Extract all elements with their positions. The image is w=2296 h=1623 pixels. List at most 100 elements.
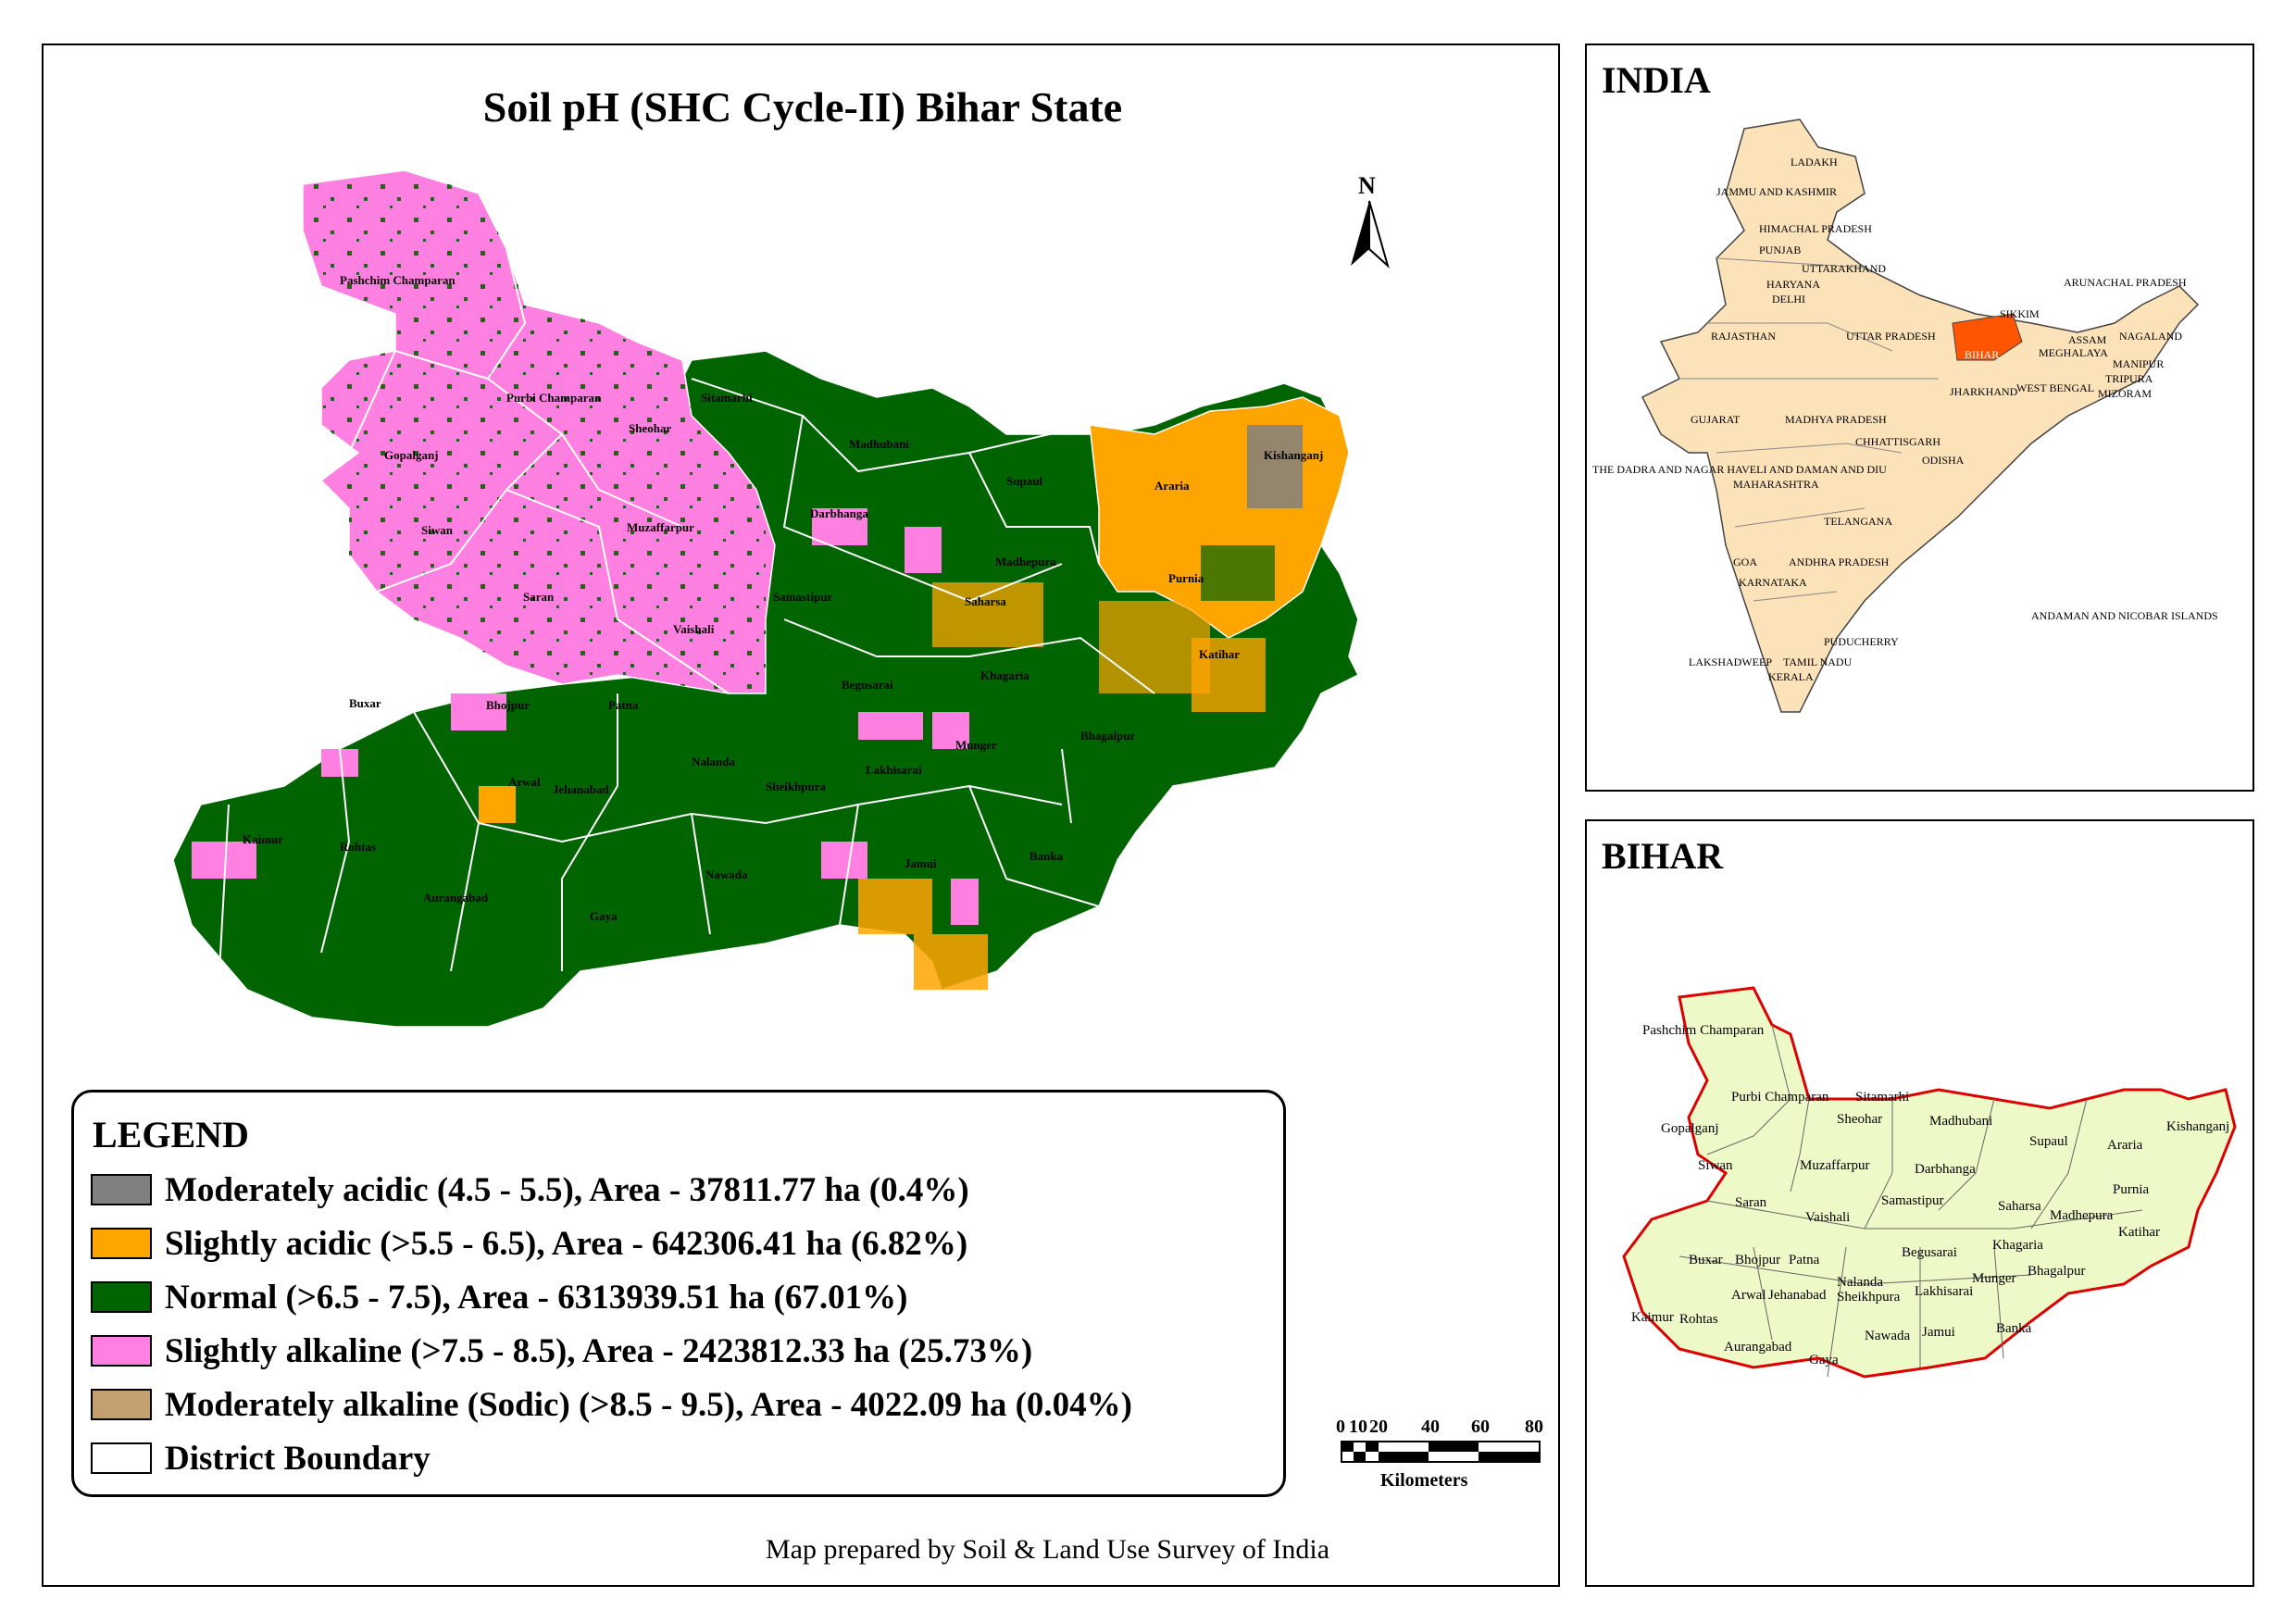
legend-swatch bbox=[91, 1281, 152, 1313]
state-label: LAKSHADWEEP bbox=[1689, 655, 1772, 668]
district-label: Nawada bbox=[1865, 1329, 1910, 1343]
district-label: Sheikhpura bbox=[766, 780, 827, 793]
legend-item: Normal (>6.5 - 7.5), Area - 6313939.51 h… bbox=[91, 1274, 907, 1320]
district-label: Bhagalpur bbox=[2028, 1264, 2085, 1279]
map-title: Soil pH (SHC Cycle-II) Bihar State bbox=[482, 83, 1123, 131]
district-label: Lakhisarai bbox=[866, 763, 922, 777]
scale-tick: 60 bbox=[1471, 1417, 1490, 1437]
district-label: Purbi Champaran bbox=[506, 391, 602, 405]
state-label: TAMIL NADU bbox=[1783, 655, 1853, 668]
bihar-highlight bbox=[1952, 313, 2023, 361]
district-label: Jehanabad bbox=[553, 782, 609, 796]
district-label: Pashchim Champaran bbox=[340, 273, 455, 287]
legend-item: Moderately alkaline (Sodic) (>8.5 - 9.5)… bbox=[91, 1381, 1132, 1428]
district-label: Nalanda bbox=[692, 755, 735, 768]
district-label: Sitamarhi bbox=[1855, 1090, 1909, 1105]
district-label: Samastipur bbox=[773, 590, 833, 604]
india-outline bbox=[1641, 119, 2200, 713]
district-label: Sheikhpura bbox=[1837, 1290, 1901, 1305]
state-label: UTTAR PRADESH bbox=[1846, 330, 1936, 343]
main-map-frame: Soil pH (SHC Cycle-II) Bihar State bbox=[42, 44, 1560, 1587]
district-label: Gopalganj bbox=[384, 448, 439, 462]
district-label: Katihar bbox=[2118, 1225, 2160, 1240]
state-label: MANIPUR bbox=[2113, 357, 2164, 370]
district-label: Supaul bbox=[1006, 474, 1042, 488]
legend-item: Slightly alkaline (>7.5 - 8.5), Area - 2… bbox=[91, 1328, 1032, 1374]
district-label: Katihar bbox=[1199, 647, 1240, 661]
district-label: Banka bbox=[1029, 849, 1064, 863]
district-label: Darbhanga bbox=[810, 506, 868, 520]
district-label: Madhubani bbox=[849, 437, 909, 451]
state-label: JHARKHAND bbox=[1950, 385, 2018, 398]
district-label: Vaishali bbox=[1805, 1210, 1850, 1225]
district-label: Madhubani bbox=[1929, 1114, 1992, 1129]
district-label: Rohtas bbox=[1679, 1312, 1718, 1327]
district-label: Kaimur bbox=[1631, 1310, 1674, 1325]
district-label: Muzaffarpur bbox=[627, 520, 694, 534]
district-label: Madhepura bbox=[995, 555, 1056, 568]
state-label: KERALA bbox=[1768, 670, 1814, 683]
district-label: Lakhisarai bbox=[1915, 1284, 1973, 1299]
district-label: Gaya bbox=[590, 909, 618, 923]
alkaline-patches bbox=[192, 508, 979, 925]
state-label: HARYANA bbox=[1766, 278, 1820, 291]
district-label: Siwan bbox=[421, 523, 454, 537]
district-label: Bhojpur bbox=[1735, 1253, 1780, 1267]
state-label: KARNATAKA bbox=[1739, 576, 1807, 589]
district-label: Vaishali bbox=[673, 622, 715, 636]
legend-swatch bbox=[91, 1228, 152, 1259]
state-label: CHHATTISGARH bbox=[1855, 435, 1940, 448]
district-label: Sheohar bbox=[1837, 1112, 1882, 1127]
state-label: MEGHALAYA bbox=[2039, 346, 2108, 359]
district-label: Sheohar bbox=[629, 421, 671, 435]
district-label: Araria bbox=[1154, 479, 1190, 493]
legend-label: Moderately acidic (4.5 - 5.5), Area - 37… bbox=[165, 1170, 969, 1209]
legend-item: District Boundary bbox=[91, 1435, 430, 1481]
district-label: Purnia bbox=[1168, 571, 1204, 585]
scale-tick: 10 bbox=[1349, 1417, 1367, 1437]
district-label: Patna bbox=[1789, 1253, 1820, 1267]
district-label: Begusarai bbox=[1902, 1245, 1957, 1260]
district-label: Jehanabad bbox=[1768, 1288, 1827, 1303]
map-credit: Map prepared by Soil & Land Use Survey o… bbox=[766, 1534, 1330, 1565]
state-label: WEST BENGAL bbox=[2016, 381, 2094, 394]
district-label: Patna bbox=[608, 698, 639, 712]
state-label: GOA bbox=[1733, 556, 1757, 568]
district-label: Buxar bbox=[1689, 1253, 1723, 1267]
district-label: Kaimur bbox=[243, 832, 283, 846]
india-state-labels: LADAKH JAMMU AND KASHMIR HIMACHAL PRADES… bbox=[1592, 156, 2218, 683]
scale-unit: Kilometers bbox=[1380, 1470, 1468, 1491]
district-label: Begusarai bbox=[842, 678, 893, 692]
state-label: ARUNACHAL PRADESH bbox=[2064, 276, 2187, 289]
scale-bar: 0 10 20 40 60 80 Kilometers bbox=[1336, 1417, 1543, 1491]
district-label: Aurangabad bbox=[423, 891, 489, 905]
state-label: ANDAMAN AND NICOBAR ISLANDS bbox=[2031, 609, 2218, 622]
state-label: TELANGANA bbox=[1824, 515, 1892, 528]
district-labels: Pashchim Champaran Purbi Champaran Gopal… bbox=[243, 273, 1323, 923]
district-label: Gopalganj bbox=[1661, 1121, 1718, 1136]
district-label: Kishanganj bbox=[2166, 1119, 2229, 1134]
district-label: Gaya bbox=[1809, 1353, 1839, 1367]
bihar-inset-map: Pashchim Champaran Purbi Champaran Sitam… bbox=[1622, 986, 2237, 1379]
district-label: Jamui bbox=[1922, 1325, 1955, 1340]
scale-tick: 80 bbox=[1525, 1417, 1543, 1437]
north-arrow-label: N bbox=[1358, 172, 1376, 199]
state-label: GUJARAT bbox=[1691, 413, 1741, 426]
north-arrow: N bbox=[1351, 172, 1390, 269]
state-label: HIMACHAL PRADESH bbox=[1759, 222, 1872, 235]
district-label: Saran bbox=[523, 590, 555, 604]
district-label: Arwal bbox=[1731, 1288, 1766, 1303]
acidic-patches bbox=[479, 582, 1266, 990]
district-label: Siwan bbox=[1698, 1158, 1733, 1173]
scale-tick: 0 bbox=[1336, 1417, 1345, 1437]
district-label: Banka bbox=[1996, 1321, 2032, 1336]
district-label: Jamui bbox=[905, 856, 937, 870]
legend-swatch bbox=[91, 1442, 152, 1474]
state-label: RAJASTHAN bbox=[1711, 330, 1776, 343]
district-label: Saran bbox=[1735, 1195, 1767, 1210]
scale-tick: 20 bbox=[1369, 1417, 1388, 1437]
bihar-district-labels: Pashchim Champaran Purbi Champaran Sitam… bbox=[1631, 1023, 2229, 1367]
district-label: Supaul bbox=[2029, 1134, 2068, 1149]
state-label: ASSAM bbox=[2068, 333, 2107, 346]
bihar-outline bbox=[1622, 986, 2237, 1379]
